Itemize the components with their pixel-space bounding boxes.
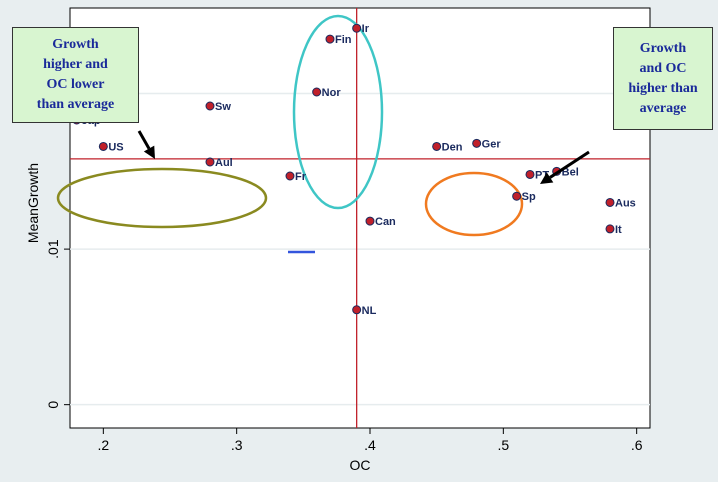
point-label-fr: Fr: [295, 171, 307, 183]
point-label-bel: Bel: [562, 166, 579, 178]
point-label-fin: Fin: [335, 34, 352, 46]
grid-lines: [70, 92, 650, 406]
point-label-ger: Ger: [482, 138, 502, 150]
point-den: [432, 141, 442, 151]
point-label-aus: Aus: [615, 197, 636, 209]
point-pt: [525, 169, 535, 179]
x-axis-title: OC: [350, 457, 371, 473]
point-sw: [205, 101, 215, 111]
point-can: [365, 216, 375, 226]
point-fr: [285, 171, 295, 181]
right-group-ellipse: [424, 171, 524, 237]
x-axis: .2 .3 .4 .5 .6: [97, 428, 643, 453]
point-sp: [512, 191, 522, 201]
x-tick-label-2: .4: [364, 437, 376, 453]
point-aus: [605, 197, 615, 207]
y-tick-label-0: 0: [45, 401, 61, 409]
highlight-shapes: [56, 14, 524, 254]
x-tick-label-4: .6: [631, 437, 643, 453]
y-tick-label-1: .01: [45, 239, 61, 259]
plot-area: [69, 7, 651, 429]
annotation-box-left: Growth higher and OC lower than average: [12, 27, 139, 123]
point-label-us: US: [108, 141, 123, 153]
point-label-sp: Sp: [522, 191, 536, 203]
point-us: [98, 141, 108, 151]
annotation-arrows: [137, 130, 590, 184]
point-label-it: It: [615, 224, 622, 236]
center-group-ellipse: [292, 14, 384, 210]
point-it: [605, 224, 615, 234]
point-ir: [352, 23, 362, 33]
y-axis-title: MeanGrowth: [25, 163, 41, 243]
point-aul: [205, 157, 215, 167]
point-label-ir: Ir: [362, 23, 370, 35]
x-tick-label-1: .3: [231, 437, 243, 453]
point-nor: [312, 87, 322, 97]
arrow-right: [540, 150, 590, 184]
point-label-nor: Nor: [322, 87, 342, 99]
point-label-aul: Aul: [215, 157, 233, 169]
point-nl: [352, 305, 362, 315]
arrow-right-head: [540, 172, 554, 184]
annotation-box-right: Growth and OC higher than average: [613, 27, 713, 130]
x-tick-label-3: .5: [497, 437, 509, 453]
left-group-ellipse: [56, 167, 268, 229]
point-label-can: Can: [375, 216, 396, 228]
point-fin: [325, 34, 335, 44]
point-label-nl: NL: [362, 305, 377, 317]
arrow-left-head: [143, 145, 155, 159]
reference-lines: [70, 8, 650, 428]
point-ger: [472, 138, 482, 148]
arrow-left: [137, 130, 155, 159]
point-label-den: Den: [442, 141, 463, 153]
x-tick-label-0: .2: [97, 437, 109, 453]
arrow-left-shaft: [137, 130, 151, 150]
arrow-right-shaft: [549, 150, 590, 179]
point-label-sw: Sw: [215, 101, 231, 113]
